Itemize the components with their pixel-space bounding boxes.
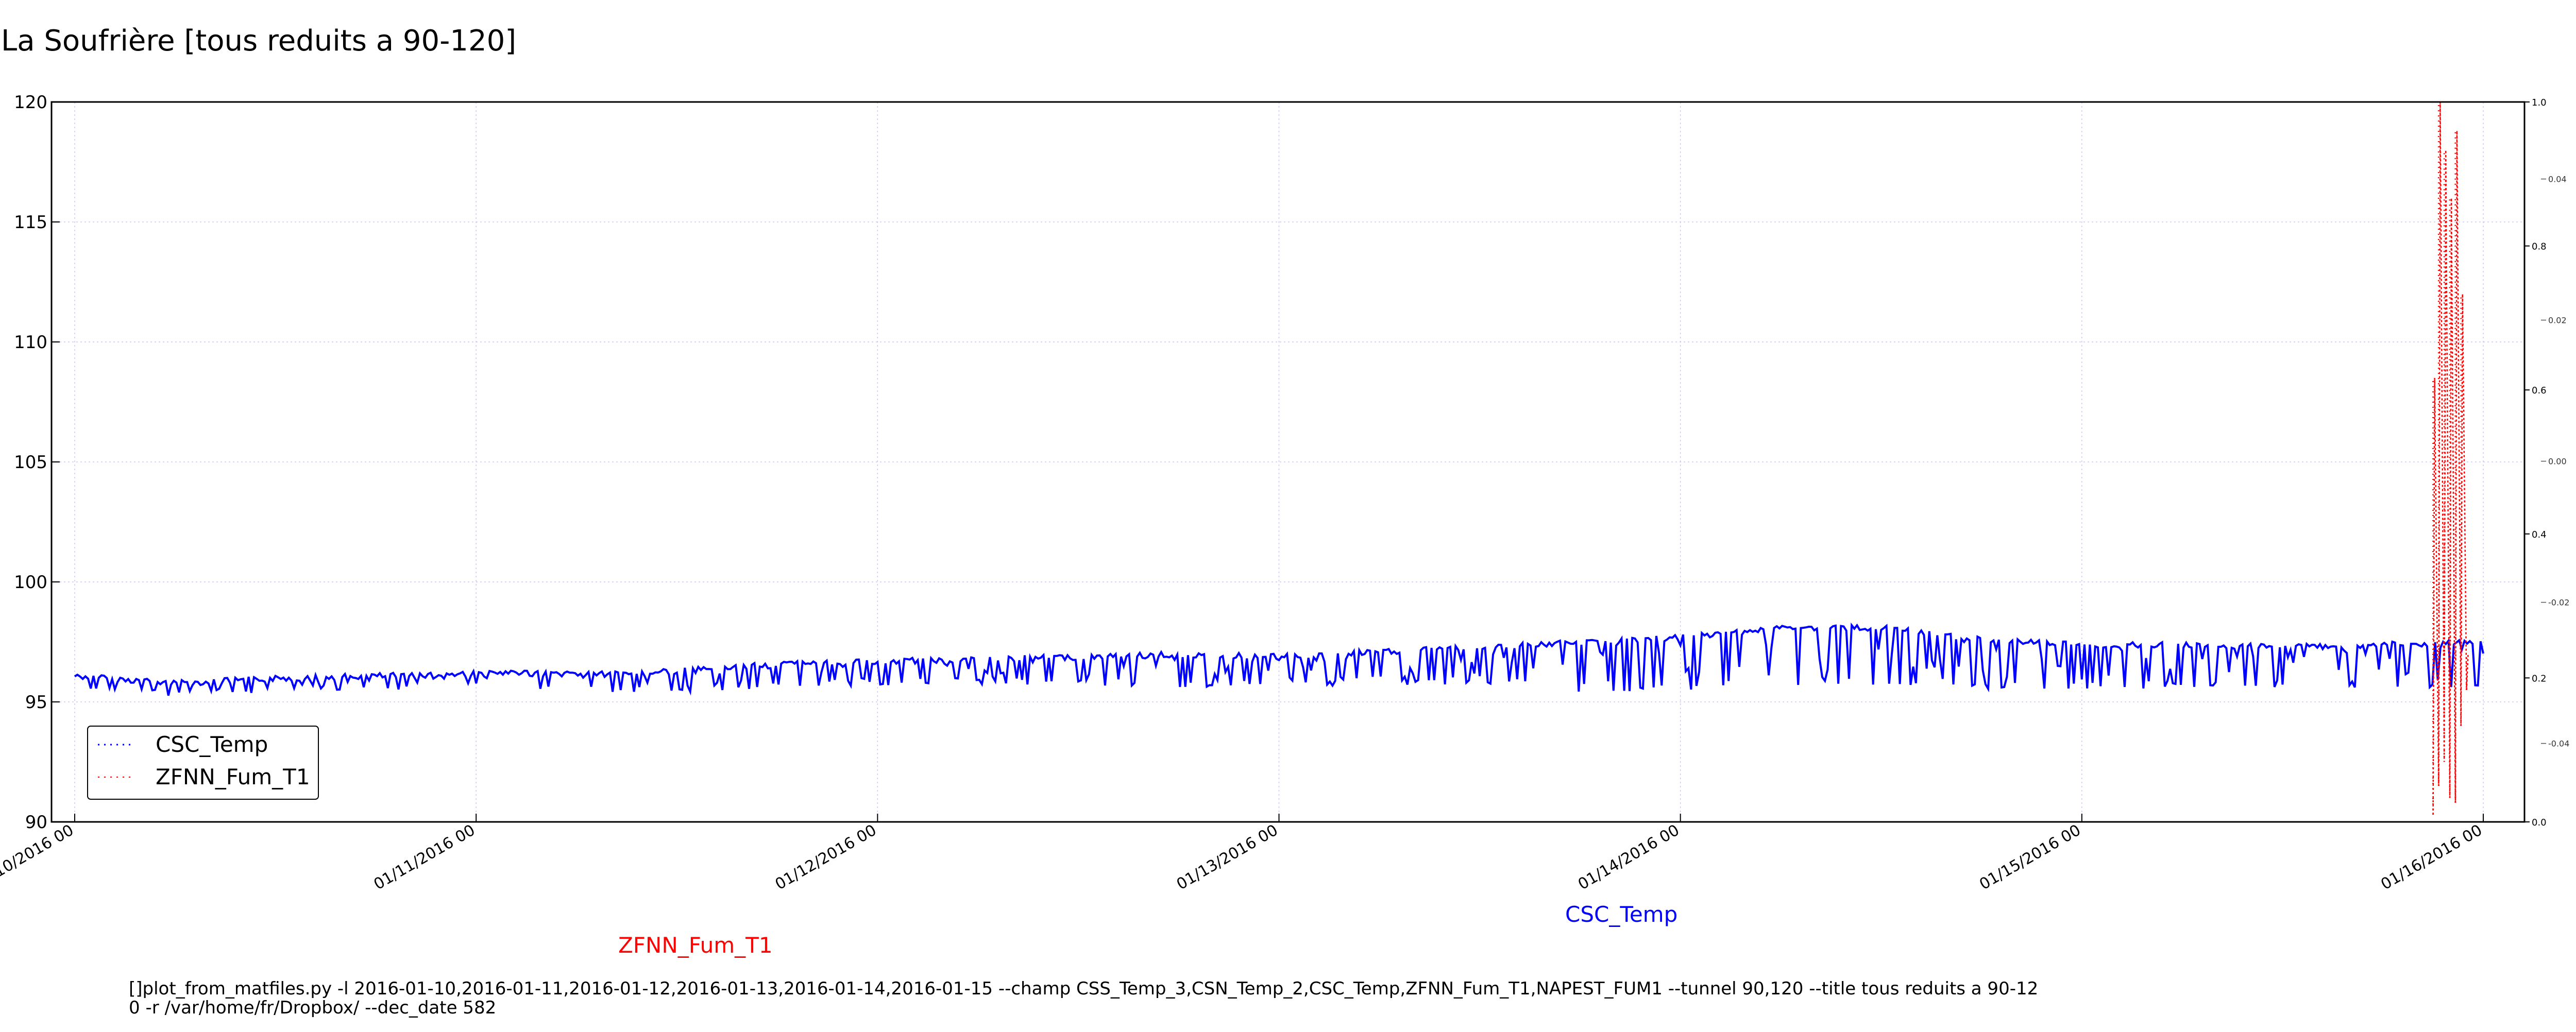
x-tick-label: 01/16/2016 00: [2378, 821, 2485, 894]
series-line-zfnn-fum-t1: [2432, 101, 2469, 815]
series-layer: [74, 101, 2484, 815]
chart-title: La Soufrière [tous reduits a 90-120]: [1, 24, 516, 58]
x-tick-label: 01/15/2016 00: [1976, 821, 2084, 894]
right-axis-label: 0.4: [2532, 529, 2547, 540]
legend: CSC_Temp ZFNN_Fum_T1: [87, 726, 319, 800]
y-tick-label: 100: [14, 572, 47, 593]
legend-box: [87, 726, 319, 800]
right-axis-label: 1.0: [2532, 97, 2547, 108]
right-inner-axis-label: -0.04: [2548, 739, 2569, 749]
right-axis-label: 0.2: [2532, 673, 2547, 684]
right-inner-axis-label: -0.02: [2548, 598, 2569, 608]
right-axis-label: 0.6: [2532, 385, 2547, 396]
y-tick-label: 120: [14, 92, 47, 113]
right-axis-layer: 1.0 0.8 0.6 0.4 0.2 0.0 0.04 0.02 0.00 -0.02 -0.04: [2524, 97, 2569, 828]
y-tick-label: 90: [25, 812, 47, 833]
x-tick-label: 01/13/2016 00: [1174, 821, 1281, 894]
x-tick-label: 01/12/2016 00: [772, 821, 880, 894]
right-inner-axis-label: 0.00: [2548, 457, 2567, 467]
legend-label-zfnn-fum-t1: ZFNN_Fum_T1: [156, 764, 310, 789]
series-line-csc-temp: [74, 622, 2484, 696]
grid-layer: [52, 102, 2524, 822]
footer-command-line-2: 0 -r /var/home/fr/Dropbox/ --dec_date 58…: [129, 997, 496, 1018]
right-inner-axis-label: 0.04: [2548, 175, 2567, 184]
x-tick-label: 01/14/2016 00: [1575, 821, 1683, 894]
legend-label-csc-temp: CSC_Temp: [156, 732, 268, 757]
y-tick-label: 110: [14, 332, 47, 353]
y-tick-label: 95: [25, 692, 47, 713]
x-tick-label: 01/11/2016 00: [371, 821, 479, 894]
annotation-csc-temp: CSC_Temp: [1565, 902, 1677, 927]
right-inner-axis-label: 0.02: [2548, 316, 2567, 325]
right-axis-label: 0.8: [2532, 242, 2547, 252]
annotation-zfnn-fum-t1: ZFNN_Fum_T1: [618, 933, 773, 958]
right-axis-label: 0.0: [2532, 817, 2547, 828]
y-tick-label: 115: [14, 212, 47, 233]
footer-command-line-1: []plot_from_matfiles.py -l 2016-01-10,20…: [129, 978, 2038, 999]
y-tick-label: 105: [14, 452, 47, 473]
